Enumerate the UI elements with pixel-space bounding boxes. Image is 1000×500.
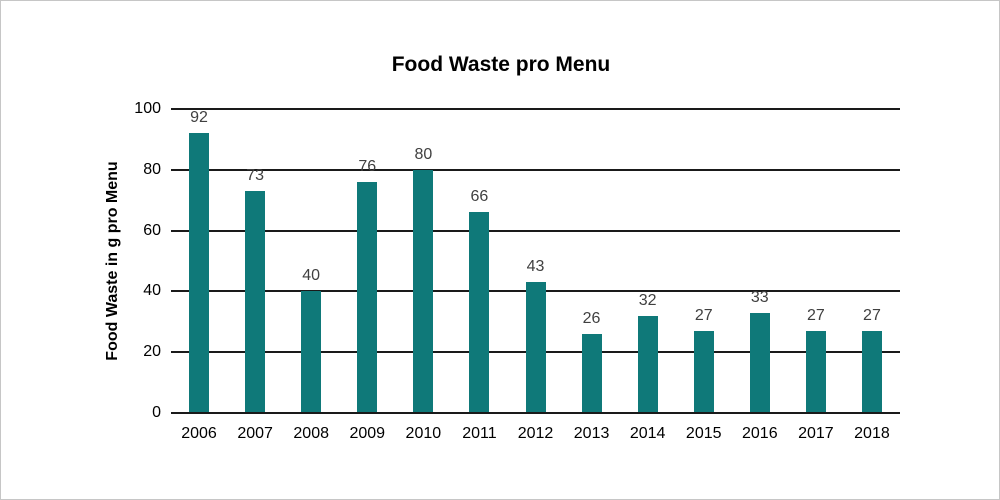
bar-2007	[245, 191, 266, 413]
bar-value-label: 26	[582, 309, 601, 327]
y-tick-label: 60	[143, 221, 161, 239]
bar-value-label: 40	[302, 267, 321, 285]
bar-2009	[357, 181, 378, 413]
bar-value-label: 27	[806, 306, 825, 324]
bar-value-label: 33	[750, 288, 769, 306]
plot-area: 92 73 40 76 80 66 43 26 32 27 33 27 27	[171, 108, 900, 414]
x-tick-label: 2011	[462, 425, 497, 442]
y-tick-label: 40	[143, 282, 161, 300]
y-tick-label: 0	[152, 404, 161, 421]
bar-2013	[581, 333, 602, 413]
bar-value-label: 43	[526, 258, 545, 276]
bar-value-label: 66	[470, 188, 489, 206]
x-tick-label: 2018	[854, 425, 890, 442]
x-tick-label: 2016	[742, 425, 778, 442]
chart-title: Food Waste pro Menu	[391, 53, 611, 76]
bar-2014	[637, 315, 658, 413]
bar-2008	[301, 291, 322, 413]
x-tick-label: 2008	[293, 425, 329, 442]
bar-value-label: 73	[246, 167, 264, 185]
bar-value-label: 27	[863, 306, 881, 324]
x-tick-label: 2013	[573, 425, 610, 442]
gridline	[171, 229, 900, 232]
y-tick-label: 80	[143, 160, 161, 178]
y-tick-label: 100	[134, 100, 161, 117]
bar-value-label: 80	[414, 145, 433, 163]
x-tick-label: 2014	[629, 425, 666, 442]
x-tick-label: 2010	[405, 425, 442, 442]
bar-2015	[693, 330, 714, 413]
bar-2011	[469, 212, 490, 413]
bar-value-label: 27	[694, 306, 713, 324]
gridline	[171, 168, 900, 171]
bar-2018	[861, 330, 882, 413]
bar-2010	[413, 169, 434, 413]
x-axis-line	[171, 412, 900, 414]
bar-2016	[749, 312, 770, 413]
x-tick-label: 2006	[181, 425, 217, 442]
bar-2017	[805, 330, 826, 413]
bar-value-label: 76	[358, 157, 377, 175]
bar-2006	[189, 133, 210, 413]
bar-2012	[525, 282, 546, 413]
y-axis-title: Food Waste in g pro Menu	[104, 161, 121, 361]
bar-value-label: 32	[638, 291, 657, 309]
x-tick-label: 2017	[798, 425, 834, 442]
x-tick-label: 2015	[685, 425, 722, 442]
x-tick-label: 2007	[237, 425, 273, 442]
y-tick-label: 20	[143, 343, 161, 361]
x-tick-label: 2009	[349, 425, 386, 442]
bar-value-label: 92	[190, 109, 208, 127]
x-tick-label: 2012	[517, 425, 554, 442]
gridline	[171, 108, 900, 110]
